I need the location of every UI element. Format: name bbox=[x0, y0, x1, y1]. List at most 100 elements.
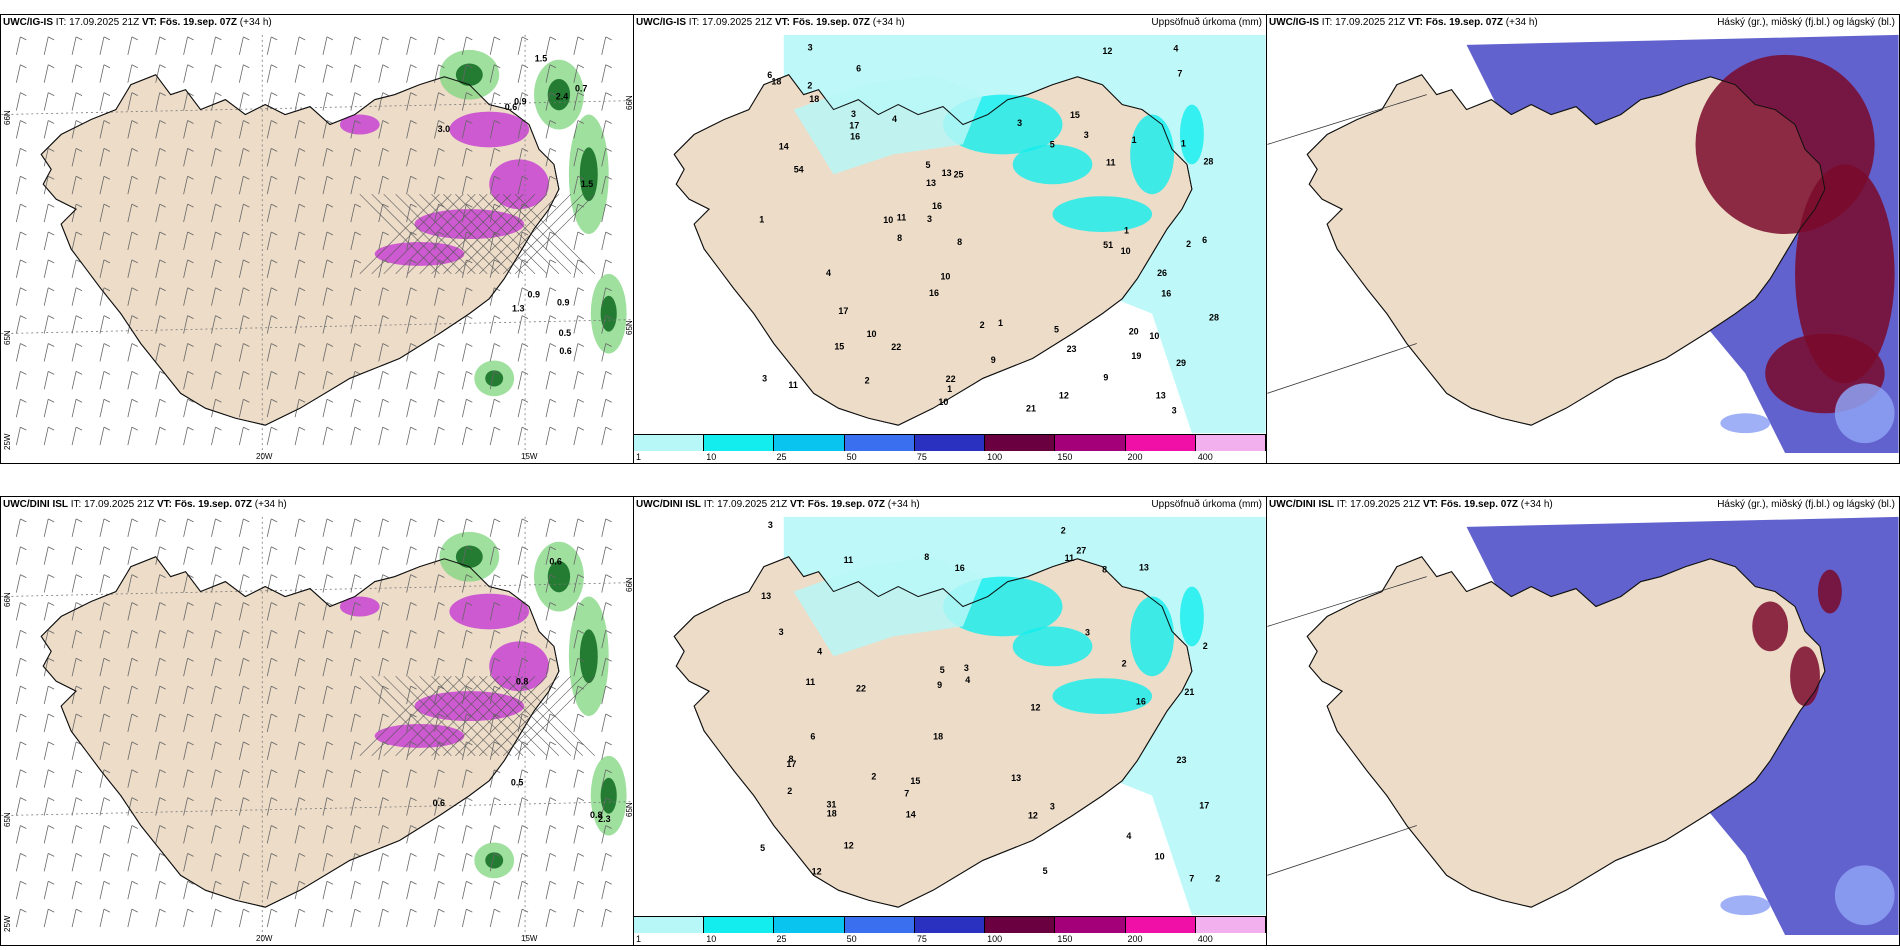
value-label: 3 bbox=[762, 373, 767, 383]
value-label: 10 bbox=[940, 272, 950, 282]
valid-time-label: VT: bbox=[1422, 499, 1441, 510]
value-label: 8 bbox=[897, 233, 902, 243]
value-label: 1 bbox=[759, 214, 764, 224]
panel-dini-precip: 2 3 3 5 4 3 21 7 12 12 17 27 16 14 11 17 13 10 15 8 12 7 16 11 3… bbox=[633, 496, 1267, 946]
value-label: 20 bbox=[1129, 327, 1139, 337]
lead-time: (+34 h) bbox=[885, 499, 920, 510]
value-label: 4 bbox=[817, 646, 822, 656]
colorbar-segment bbox=[634, 435, 705, 451]
colorbar-tick-label: 200 bbox=[1127, 934, 1143, 944]
panel-header: UWC/DINI ISL IT: 17.09.2025 21Z VT: Fös.… bbox=[3, 499, 287, 511]
colorbar-segment bbox=[1125, 917, 1196, 933]
value-label: 2 bbox=[807, 80, 812, 90]
value-label: 5 bbox=[940, 665, 945, 675]
value-label: 3 bbox=[1084, 130, 1089, 140]
value-label: 3 bbox=[851, 109, 856, 119]
lon-tick-label: 20W bbox=[256, 934, 273, 943]
value-label: 16 bbox=[1136, 696, 1146, 706]
value-label: 29 bbox=[1176, 358, 1186, 368]
wind-barbs bbox=[15, 518, 612, 928]
value-labels: 0.60.70.50.91.51.53.02.40.60.91.30.9 bbox=[438, 54, 594, 356]
value-label: 2 bbox=[1203, 641, 1208, 651]
init-time: IT: 17.09.2025 21Z bbox=[686, 17, 775, 28]
colorbar-tick-label: 10 bbox=[706, 934, 717, 944]
value-label: 8 bbox=[924, 552, 929, 562]
value-label: 0.9 bbox=[557, 297, 569, 307]
value-label: 4 bbox=[1173, 43, 1178, 53]
wind-barbs bbox=[15, 36, 612, 446]
model-name: UWC/DINI ISL bbox=[1269, 499, 1334, 510]
graticule bbox=[1267, 576, 1427, 876]
colorbar-segment bbox=[914, 917, 986, 933]
value-label: 13 bbox=[926, 178, 936, 188]
colorbar: 1 10 25 50 75 100 150 200 400 bbox=[634, 434, 1266, 463]
value-label: 0.8 bbox=[590, 810, 602, 820]
value-label: 3.0 bbox=[438, 124, 450, 134]
value-label: 7 bbox=[1177, 69, 1182, 79]
value-label: 51 bbox=[1103, 240, 1113, 250]
colorbar-tick-label: 50 bbox=[846, 452, 857, 462]
cloud-low-area bbox=[1720, 865, 1895, 926]
colorbar-segment bbox=[704, 917, 775, 933]
colorbar-tick-label: 75 bbox=[916, 452, 927, 462]
value-label: 10 bbox=[1121, 246, 1131, 256]
value-label: 7 bbox=[1189, 873, 1194, 883]
map-canvas: 0.60.50.60.80.82.3 bbox=[1, 516, 633, 945]
value-label: 10 bbox=[867, 329, 877, 339]
graticule bbox=[1267, 94, 1427, 394]
colorbar-tick-label: 1 bbox=[636, 934, 642, 944]
panel-header: UWC/IG-IS IT: 17.09.2025 21Z VT: Fös. 19… bbox=[636, 17, 905, 29]
colorbar-segment bbox=[774, 435, 845, 451]
value-label: 1 bbox=[1124, 226, 1129, 236]
colorbar-tick-label: 50 bbox=[846, 934, 857, 944]
value-labels: 0.60.50.60.80.82.3 bbox=[433, 556, 611, 823]
value-label: 15 bbox=[834, 341, 844, 351]
init-time: IT: 17.09.2025 21Z bbox=[68, 499, 157, 510]
colorbar-tick-label: 150 bbox=[1057, 452, 1073, 462]
value-label: 10 bbox=[938, 397, 948, 407]
value-label: 0.6 bbox=[505, 102, 517, 112]
value-label: 7 bbox=[904, 788, 909, 798]
value-label: 3 bbox=[964, 663, 969, 673]
value-label: 13 bbox=[1156, 390, 1166, 400]
value-label: 2 bbox=[865, 376, 870, 386]
value-label: 1 bbox=[998, 318, 1003, 328]
lat-tick-label: 25W bbox=[3, 433, 12, 450]
lead-time: (+34 h) bbox=[870, 17, 905, 28]
value-label: 5 bbox=[1050, 140, 1055, 150]
value-label: 16 bbox=[955, 563, 965, 573]
field-title: Uppsöfnuð úrkoma (mm) bbox=[1151, 499, 1262, 510]
valid-time: Fös. 19.sep. 07Z bbox=[174, 499, 252, 510]
value-label: 4 bbox=[965, 675, 970, 685]
value-label: 3 bbox=[1172, 405, 1177, 415]
model-name: UWC/DINI ISL bbox=[3, 499, 68, 510]
colorbar-segment bbox=[704, 435, 775, 451]
value-label: 14 bbox=[779, 141, 789, 151]
colorbar-tick-label: 200 bbox=[1127, 452, 1143, 462]
value-label: 28 bbox=[1209, 312, 1219, 322]
value-label: 11 bbox=[844, 555, 853, 565]
value-label: 19 bbox=[1131, 351, 1141, 361]
value-label: 14 bbox=[906, 809, 916, 819]
lat-tick-label: 66N bbox=[3, 592, 12, 607]
model-name: UWC/DINI ISL bbox=[636, 499, 701, 510]
value-label: 0.8 bbox=[516, 676, 528, 686]
value-label: 18 bbox=[933, 731, 943, 741]
colorbar-segment bbox=[1055, 917, 1126, 933]
lat-tick-label: 65N bbox=[3, 812, 12, 827]
value-label: 9 bbox=[937, 680, 942, 690]
valid-time: Fös. 19.sep. 07Z bbox=[1440, 499, 1518, 510]
value-label: 3 bbox=[1050, 802, 1055, 812]
colorbar-segment bbox=[844, 435, 915, 451]
lon-tick-label: 20W bbox=[256, 452, 273, 461]
panel-ig-wind: 0.6 0.7 0.5 0.9 1.5 1.5 3.0 2.4 0.6 0.9 1.3 0.9 UWC/… bbox=[0, 14, 634, 464]
model-name: UWC/IG-IS bbox=[636, 17, 686, 28]
panel-header: UWC/IG-IS IT: 17.09.2025 21Z VT: Fös. 19… bbox=[3, 17, 272, 29]
value-label: 6 bbox=[856, 63, 861, 73]
value-label: 12 bbox=[844, 841, 854, 851]
value-label: 4 bbox=[892, 114, 897, 124]
colorbar-segment bbox=[1055, 435, 1126, 451]
value-label: 28 bbox=[1203, 157, 1213, 167]
value-label: 10 bbox=[883, 215, 893, 225]
value-label: 0.5 bbox=[511, 778, 523, 788]
